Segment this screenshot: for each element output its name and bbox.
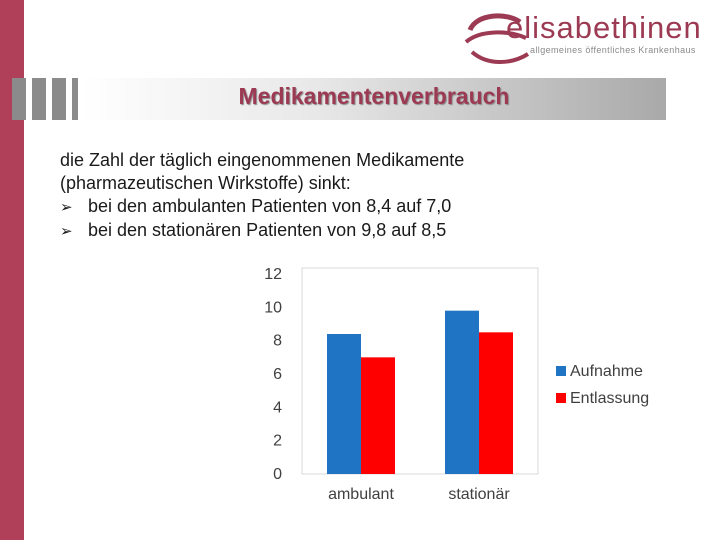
x-tick-label: ambulant — [328, 486, 394, 503]
intro-line: (pharmazeutischen Wirkstoffe) sinkt: — [60, 173, 351, 193]
arrow-bullet-icon: ➢ — [60, 222, 73, 240]
bullet-item: ➢ bei den ambulanten Patienten von 8,4 au… — [60, 195, 464, 219]
bullet-item: ➢ bei den stationären Patienten von 9,8 a… — [60, 219, 464, 243]
bar-aufnahme-0 — [327, 334, 361, 474]
intro-line: die Zahl der täglich eingenommenen Medik… — [60, 150, 465, 170]
legend-swatch — [556, 393, 566, 403]
title-bar — [82, 78, 666, 120]
bullet-text: bei den ambulanten Patienten von 8,4 auf… — [88, 196, 452, 216]
y-tick-label: 12 — [264, 266, 282, 283]
y-tick-label: 6 — [273, 366, 282, 383]
arrow-bullet-icon: ➢ — [60, 198, 73, 216]
logo-wordmark: elisabethinen — [506, 10, 702, 45]
legend-label: Aufnahme — [570, 363, 643, 380]
legend-swatch — [556, 366, 566, 376]
decor-block — [32, 78, 46, 120]
bullet-text: bei den stationären Patienten von 9,8 au… — [88, 220, 447, 240]
y-tick-label: 4 — [273, 399, 282, 416]
bar-chart: 0 2 4 6 8 10 12 ambulant stationär Aufnahme Entlas… — [264, 266, 649, 503]
bar-entlassung-0 — [361, 357, 395, 474]
legend-label: Entlassung — [570, 390, 649, 407]
logo-tagline: allgemeines öffentliches Krankenhaus — [530, 45, 696, 55]
logo: elisabethinen allgemeines öffentliches K… — [462, 8, 712, 68]
bar-aufnahme-1 — [445, 310, 479, 474]
bar-entlassung-1 — [479, 332, 513, 474]
x-tick-label: stationär — [448, 486, 510, 503]
decor-block — [52, 78, 66, 120]
y-tick-label: 0 — [273, 466, 282, 483]
logo-swoosh-icon — [464, 13, 530, 64]
decor-block — [72, 78, 78, 120]
decor-block — [12, 78, 26, 120]
y-tick-label: 8 — [273, 333, 282, 350]
y-tick-label: 2 — [273, 433, 282, 450]
y-tick-label: 10 — [264, 299, 282, 316]
slide-body: die Zahl der täglich eingenommenen Medik… — [60, 149, 464, 243]
plot-area — [301, 267, 539, 475]
slide-title: Medikamentenverbrauch — [238, 83, 510, 109]
